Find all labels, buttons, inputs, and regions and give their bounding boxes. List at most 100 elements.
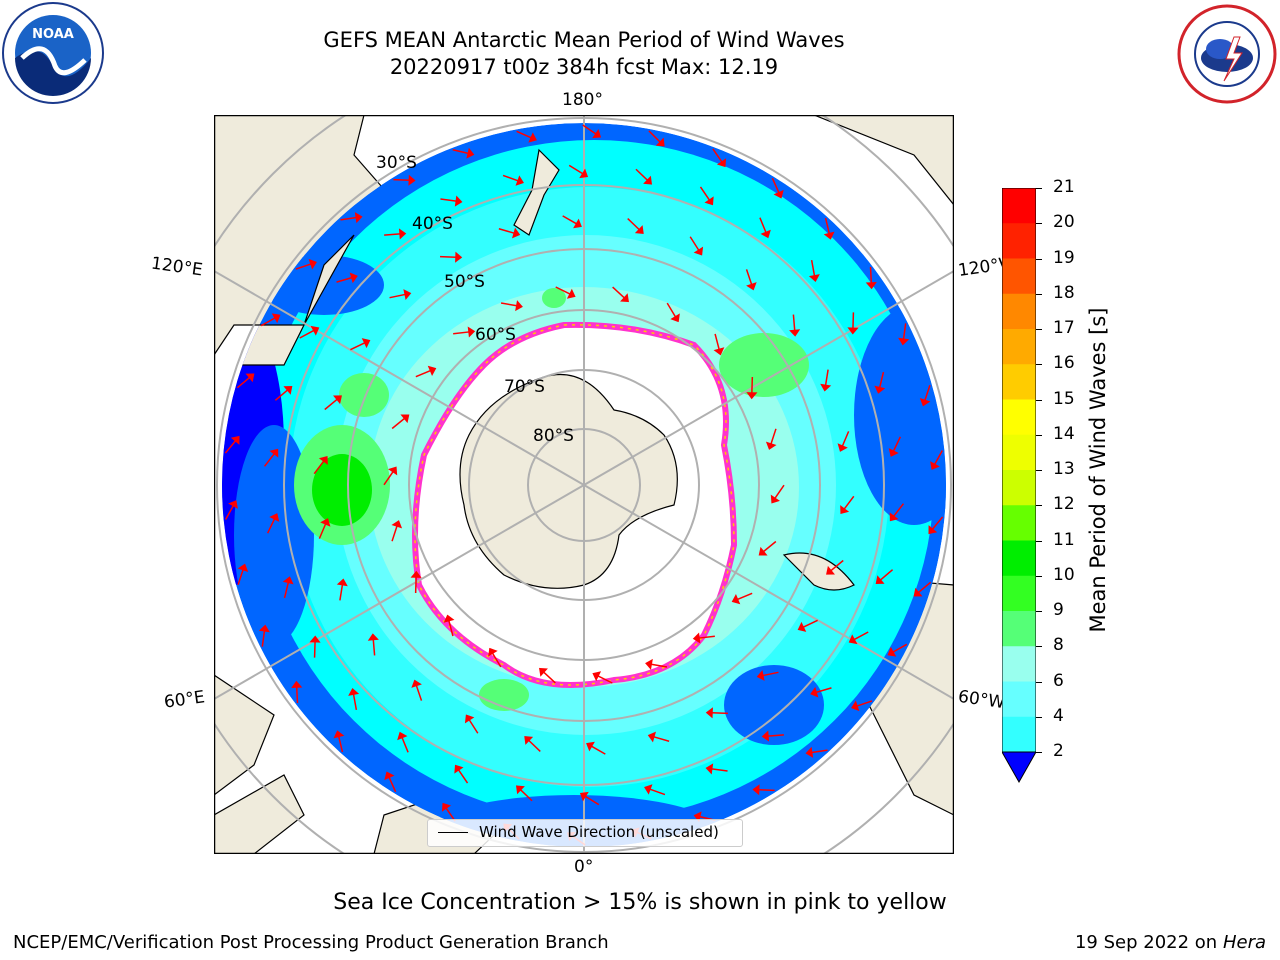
wave-direction-arrow: [324, 398, 338, 411]
wave-direction-arrowhead: [388, 466, 398, 476]
wave-direction-arrowhead: [874, 385, 886, 394]
wave-direction-arrowhead: [283, 385, 293, 395]
colorbar-segment: [1002, 364, 1036, 400]
wave-direction-arrow: [457, 769, 469, 784]
wave-direction-arrowhead: [361, 338, 371, 349]
colorbar-tick-mark: [1036, 293, 1042, 295]
wave-direction-arrowhead: [367, 633, 379, 641]
antarctica: [459, 373, 678, 589]
wave-direction-arrow: [453, 331, 470, 335]
wave-direction-arrow: [869, 266, 873, 284]
wave-direction-arrow: [448, 620, 454, 637]
colorbar-tick-label: 6: [1053, 670, 1064, 691]
wave-direction-arrowhead: [789, 329, 801, 337]
wave-direction-arrowhead: [539, 667, 548, 677]
colorbar-tick-mark: [1036, 329, 1042, 330]
wave-direction-arrowhead: [488, 647, 498, 657]
wave-direction-arrow: [237, 569, 244, 585]
wave-direction-arrowhead: [566, 288, 576, 299]
colorbar-tick-label: 11: [1053, 529, 1075, 550]
wave-direction-arrow: [597, 675, 613, 684]
svg-text:NOAA: NOAA: [32, 27, 74, 42]
credit-line: NCEP/EMC/Verification Post Processing Pr…: [13, 932, 609, 953]
wave-direction-arrowhead: [467, 326, 476, 338]
wave-direction-arrowhead: [919, 397, 931, 407]
lat-label-50s: 50°S: [444, 272, 485, 292]
colorbar-tick-label: 20: [1053, 212, 1075, 233]
wave-direction-arrow: [648, 130, 661, 143]
colorbar-tick-label: 19: [1053, 247, 1075, 268]
wave-direction-arrowhead: [826, 565, 835, 575]
wave-direction-arrowhead: [258, 624, 270, 633]
wave-direction-arrowhead: [770, 494, 780, 504]
lat-label-80s: 80°S: [533, 426, 574, 446]
colorbar-tick-label: 12: [1053, 494, 1075, 515]
wave-direction-arrow: [824, 217, 831, 234]
wave-direction-arrow: [236, 376, 251, 389]
wave-direction-arrowhead: [761, 730, 770, 742]
wave-direction-arrowhead: [237, 563, 249, 573]
wave-direction-arrow: [519, 789, 533, 802]
wave-direction-arrowhead: [579, 168, 589, 179]
wind-wave-arrows: [224, 124, 944, 846]
wave-direction-arrow: [759, 217, 767, 233]
wave-direction-arrowhead: [269, 448, 279, 458]
colorbar-segment: [1002, 505, 1036, 541]
colorbar-segment: [1002, 470, 1036, 506]
wave-direction-arrow: [384, 233, 401, 236]
colorbar-tick-mark: [1036, 575, 1042, 577]
wave-direction-arrow: [339, 584, 344, 601]
chart-title: GEFS MEAN Antarctic Mean Period of Wind …: [323, 28, 845, 52]
colorbar-tick-mark: [1036, 223, 1042, 225]
colorbar-segment: [1002, 611, 1036, 647]
colorbar-tick-label: 21: [1053, 177, 1075, 197]
wave-direction-arrowhead: [670, 313, 680, 323]
lon-label-120e: 120°E: [149, 253, 204, 281]
colorbar-tick-label: 14: [1053, 423, 1075, 444]
colorbar-tick-mark: [1036, 364, 1042, 366]
wave-direction-arrowhead: [515, 300, 523, 312]
wave-direction-arrow: [582, 124, 597, 135]
wave-direction-arrow: [274, 389, 289, 401]
wave-direction-arrowhead: [773, 189, 784, 199]
wave-direction-arrowhead: [403, 289, 412, 301]
wave-direction-arrow: [712, 148, 723, 163]
wave-direction-arrow: [299, 329, 315, 339]
wave-direction-arrow: [337, 736, 344, 753]
legend-label: Wind Wave Direction (unscaled): [479, 823, 719, 841]
wave-direction-arrow: [893, 503, 905, 517]
wave-direction-arrow: [266, 518, 276, 534]
wave-direction-arrow: [562, 215, 577, 225]
wave-direction-arrowhead: [282, 576, 294, 585]
lat-label-40s: 40°S: [412, 214, 453, 234]
wave-direction-arrow: [555, 286, 571, 295]
wave-direction-arrowhead: [398, 228, 407, 240]
wave-direction-arrowhead: [765, 441, 777, 450]
wave-direction-arrow: [711, 768, 728, 772]
wave-direction-arrowhead: [752, 784, 760, 796]
colorbar-segment: [1002, 575, 1036, 612]
wave-direction-arrowhead: [592, 128, 602, 139]
wave-direction-arrowhead: [354, 212, 363, 224]
wave-direction-arrow: [758, 788, 775, 792]
wave-direction-arrow: [917, 581, 932, 594]
colorbar-tick-mark: [1036, 540, 1042, 542]
wave-direction-arrow: [263, 453, 275, 467]
wave-direction-arrow: [295, 686, 299, 704]
wave-direction-arrowhead: [692, 632, 701, 644]
wave-direction-arrow: [810, 259, 816, 276]
lon-label-180: 180°: [562, 90, 603, 110]
wave-direction-arrowhead: [511, 227, 521, 239]
wave-direction-arrowhead: [756, 669, 765, 681]
wave-direction-arrowhead: [705, 707, 713, 719]
wave-direction-arrowhead: [620, 293, 629, 303]
wave-direction-arrow: [340, 216, 357, 221]
wave-direction-arrow: [591, 745, 606, 755]
wave-direction-arrow: [689, 236, 700, 251]
wave-direction-arrow: [283, 582, 290, 599]
wave-direction-arrowhead: [333, 395, 342, 405]
wave-direction-arrowhead: [810, 686, 819, 698]
wave-direction-arrowhead: [528, 132, 537, 143]
colorbar-tick-mark: [1036, 752, 1042, 753]
wave-direction-arrow: [767, 734, 784, 737]
